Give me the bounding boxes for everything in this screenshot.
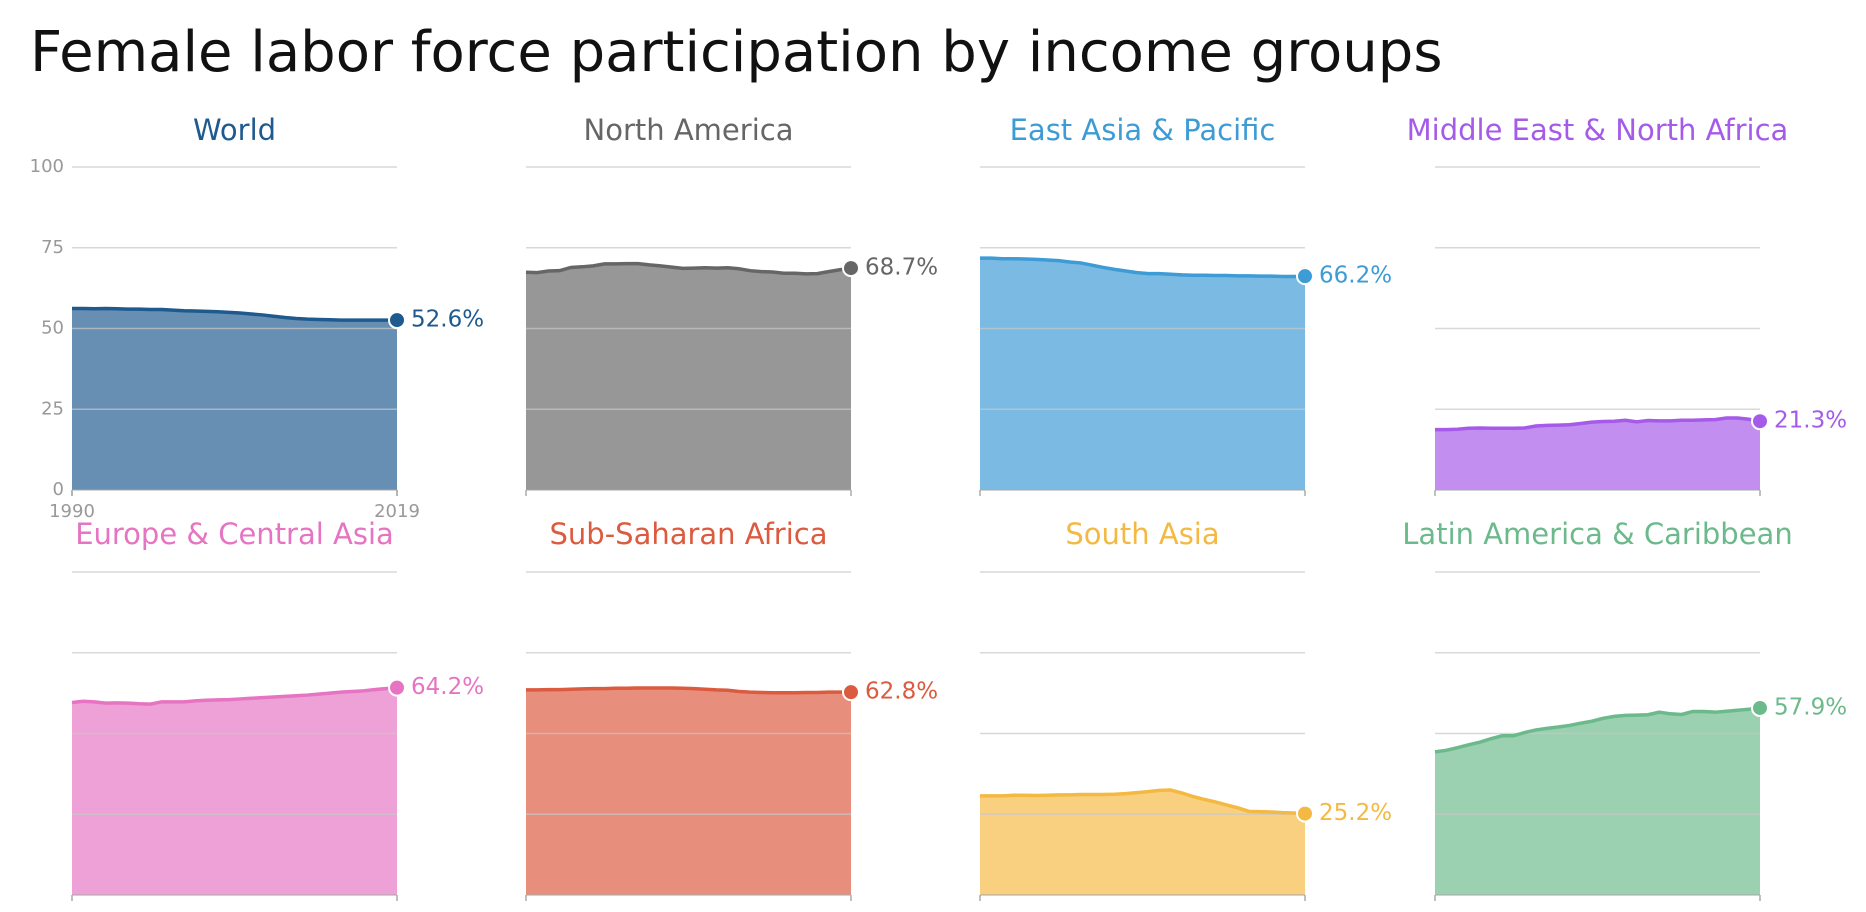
area-fill [526, 687, 851, 895]
y-tick-label: 25 [41, 398, 64, 419]
end-dot [842, 259, 860, 278]
panel-title: Middle East & North Africa [1407, 113, 1789, 147]
end-dot [388, 678, 406, 697]
panel-title: Sub-Saharan Africa [550, 517, 828, 551]
chart-title: Female labor force participation by inco… [30, 20, 1443, 85]
line [980, 256, 1306, 279]
panel-title: Europe & Central Asia [75, 517, 394, 551]
area-fill [980, 790, 1305, 895]
value-label: 21.3% [1774, 408, 1847, 434]
area-fill [72, 687, 397, 895]
area-fill [526, 263, 851, 490]
end-dot [388, 311, 406, 330]
x-tick-label: 1990 [49, 501, 95, 522]
panel-title: East Asia & Pacific [1010, 113, 1276, 147]
end-dot [842, 683, 860, 702]
value-label: 52.6% [411, 307, 484, 333]
x-tick-label: 2019 [374, 501, 420, 522]
line [1434, 706, 1761, 754]
value-label: 57.9% [1774, 694, 1847, 720]
area-fill [980, 258, 1305, 490]
value-label: 62.8% [865, 679, 938, 705]
y-tick-label: 0 [53, 479, 64, 500]
y-tick-label: 75 [41, 237, 64, 258]
y-tick-label: 50 [41, 318, 64, 339]
line [526, 686, 851, 695]
value-label: 25.2% [1319, 800, 1392, 826]
area-fill [72, 308, 397, 490]
line [1435, 416, 1761, 432]
area-fill [1435, 417, 1760, 490]
end-dot [1751, 412, 1769, 431]
line [980, 788, 1306, 816]
value-label: 66.2% [1319, 263, 1392, 289]
value-label: 68.7% [865, 255, 938, 281]
line [72, 306, 397, 322]
end-dot [1751, 698, 1769, 717]
panel-title: North America [584, 113, 794, 147]
area-fill [1435, 707, 1760, 895]
end-dot [1296, 267, 1314, 286]
panel-title: Latin America & Caribbean [1402, 517, 1792, 551]
end-dot [1296, 804, 1314, 823]
panel-title: South Asia [1065, 517, 1219, 551]
line [525, 261, 852, 276]
y-tick-label: 100 [30, 156, 64, 177]
panel-title: World [193, 113, 276, 147]
value-label: 64.2% [411, 674, 484, 700]
line [71, 685, 398, 706]
